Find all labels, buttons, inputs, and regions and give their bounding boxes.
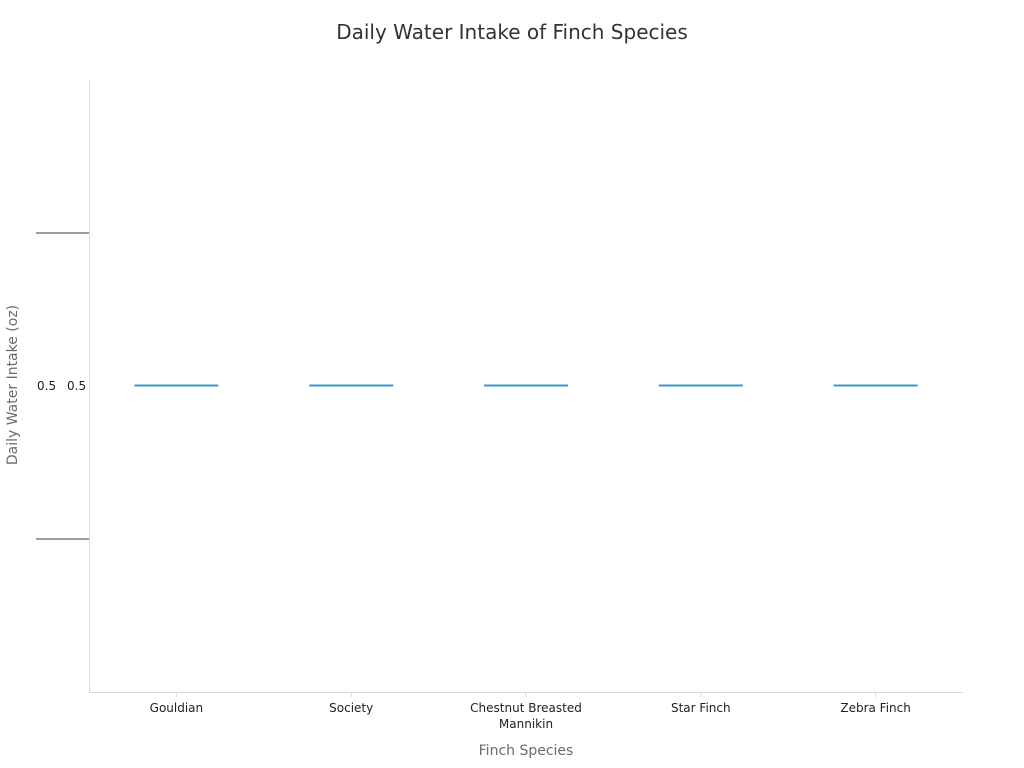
x-tick-label-line: Chestnut Breasted <box>470 701 582 715</box>
x-tick-label-line: Zebra Finch <box>840 701 911 715</box>
x-tick-label: Zebra Finch <box>840 701 911 715</box>
x-tick-label-line: Society <box>329 701 373 715</box>
x-tick-label-line: Gouldian <box>150 701 204 715</box>
x-tick-label: Gouldian <box>150 701 204 715</box>
x-tick-labels: Gouldian Society Chestnut Breasted Mannikin… <box>150 692 911 731</box>
x-tick-label-line: Star Finch <box>671 701 731 715</box>
x-tick-label: Chestnut Breasted Mannikin <box>470 701 582 731</box>
y-axis-title: Daily Water Intake (oz) <box>5 305 21 465</box>
chart-title: Daily Water Intake of Finch Species <box>336 20 688 44</box>
x-axis-title: Finch Species <box>479 743 574 759</box>
y-tick-label: 0.5 <box>37 379 56 393</box>
x-tick-label: Star Finch <box>671 701 731 715</box>
x-tick-label-line: Mannikin <box>499 717 553 731</box>
y-tick-label: 0.5 <box>67 379 86 393</box>
y-axis-title-group: Daily Water Intake (oz) <box>5 305 21 465</box>
x-tick-label: Society <box>329 701 373 715</box>
